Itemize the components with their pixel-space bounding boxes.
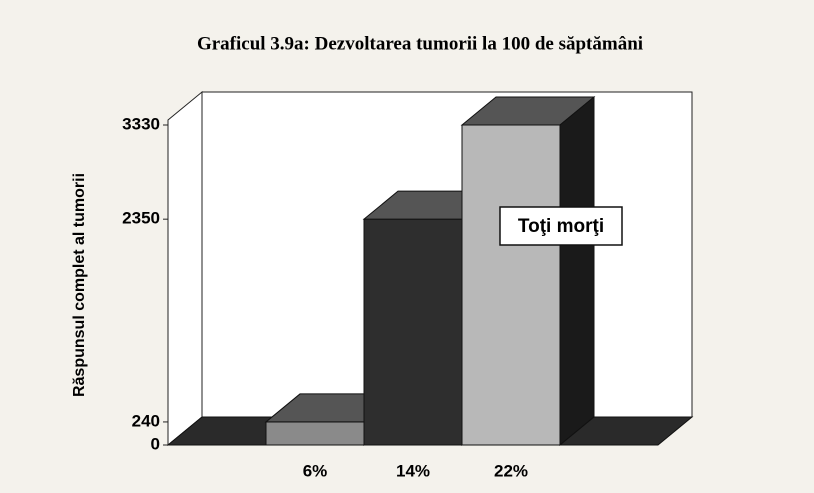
x-tick-label: 22% (494, 461, 528, 480)
x-tick-label: 14% (396, 461, 430, 480)
x-tick-label: 6% (303, 461, 328, 480)
y-tick-label: 0 (151, 434, 160, 453)
bar-front (265, 421, 365, 446)
annotation-box (499, 206, 623, 246)
bar-front (363, 218, 463, 446)
y-tick-label: 3330 (122, 114, 160, 133)
y-axis-label: Răspunsul complet al tumorii (71, 173, 88, 397)
annotation: Toţi morţi (518, 216, 604, 237)
bar-side (559, 95, 595, 447)
chart-title: Graficul 3.9a: Dezvoltarea tumorii la 10… (197, 33, 643, 54)
side-wall (167, 90, 203, 447)
bar-front (461, 124, 561, 446)
bar-top (558, 416, 694, 446)
y-tick-label: 240 (132, 411, 160, 430)
y-tick-label: 2350 (122, 209, 160, 228)
